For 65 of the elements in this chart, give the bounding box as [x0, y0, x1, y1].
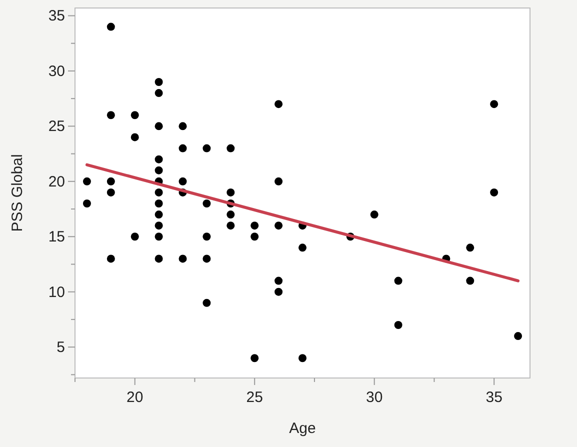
- point: [226, 210, 235, 219]
- point: [250, 222, 259, 230]
- y-tick-label: 35: [48, 8, 65, 25]
- point: [274, 288, 283, 296]
- point: [226, 144, 235, 152]
- point: [82, 199, 91, 208]
- point: [82, 177, 91, 186]
- point: [106, 254, 115, 263]
- point: [202, 254, 211, 263]
- x-tick-label: 30: [366, 389, 383, 406]
- point: [154, 78, 163, 86]
- point: [130, 133, 139, 142]
- point: [202, 144, 211, 152]
- point: [394, 320, 402, 329]
- y-tick-label: 25: [48, 118, 65, 136]
- point: [394, 276, 402, 285]
- point: [178, 144, 187, 152]
- y-tick-label: 20: [48, 173, 65, 190]
- point: [490, 100, 498, 108]
- point: [106, 177, 115, 186]
- point: [274, 177, 283, 186]
- x-tick-label: 35: [486, 389, 502, 406]
- point: [178, 122, 187, 130]
- point: [154, 188, 163, 196]
- point: [202, 232, 211, 241]
- y-tick-label: 5: [56, 339, 65, 356]
- point: [154, 166, 163, 174]
- point: [178, 254, 187, 263]
- point: [250, 354, 259, 362]
- point: [106, 22, 115, 31]
- point: [106, 111, 115, 120]
- x-tick-label: 25: [246, 389, 263, 406]
- point: [202, 298, 211, 307]
- point: [178, 177, 187, 186]
- point: [202, 199, 211, 208]
- point: [466, 276, 474, 285]
- point: [250, 232, 259, 241]
- x-tick-label: 20: [126, 389, 144, 406]
- point: [274, 222, 283, 230]
- point: [274, 100, 283, 108]
- point: [226, 188, 235, 196]
- point: [154, 254, 163, 263]
- point: [154, 210, 163, 219]
- point: [154, 222, 163, 230]
- point: [298, 244, 306, 252]
- x-axis-title: Age: [289, 420, 316, 437]
- point: [154, 232, 163, 241]
- y-axis-title: PSS Global: [9, 154, 26, 232]
- y-tick-label: 15: [48, 228, 65, 246]
- point: [490, 188, 498, 196]
- point: [130, 232, 139, 241]
- point: [514, 332, 522, 340]
- y-tick-label: 30: [48, 62, 65, 80]
- point: [274, 276, 283, 285]
- point: [466, 244, 474, 252]
- point: [370, 210, 378, 219]
- point: [154, 155, 163, 164]
- point: [154, 199, 163, 208]
- point: [154, 89, 163, 98]
- point: [106, 188, 115, 196]
- point: [154, 122, 163, 130]
- point: [226, 222, 235, 230]
- point: [130, 111, 139, 120]
- point: [298, 354, 306, 362]
- y-tick-label: 10: [48, 284, 65, 301]
